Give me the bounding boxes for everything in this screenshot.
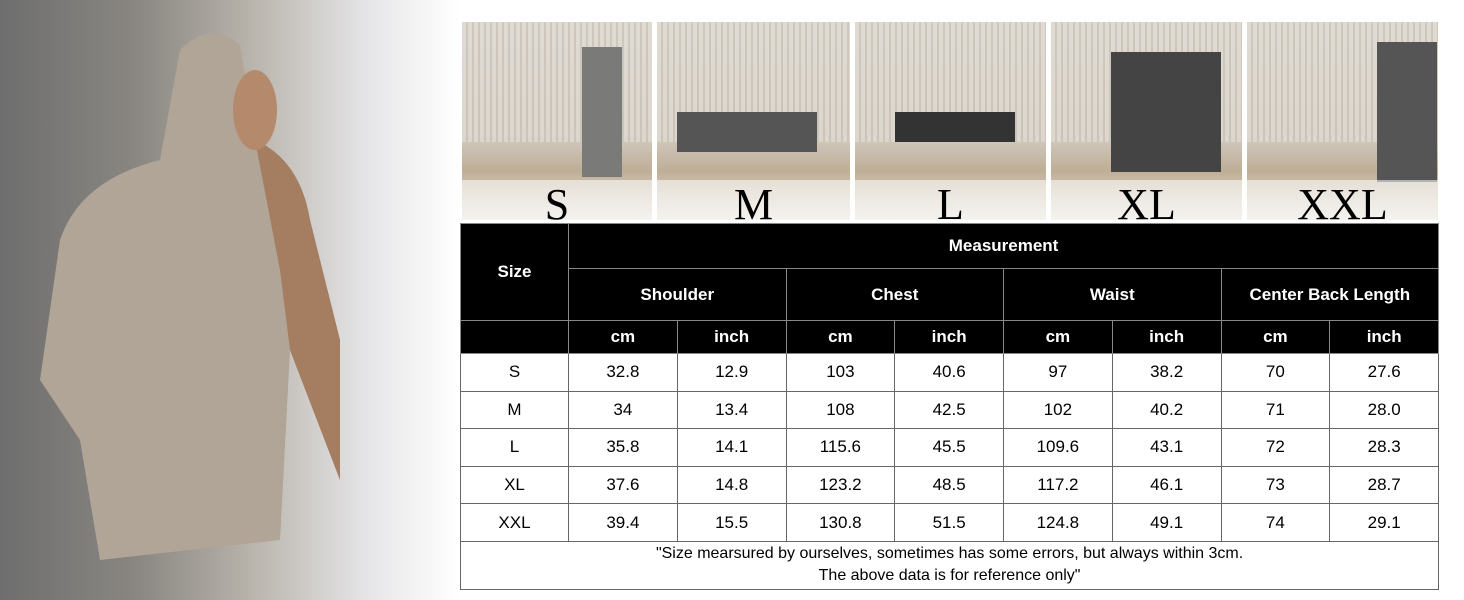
note-line-1: "Size mearsured by ourselves, sometimes … bbox=[655, 545, 1244, 563]
value-cell: 15.5 bbox=[676, 503, 787, 542]
value-cell: 103 bbox=[785, 353, 896, 392]
value-cell: 71 bbox=[1220, 390, 1331, 430]
value-cell: 27.6 bbox=[1329, 353, 1440, 392]
value-cell: 28.7 bbox=[1329, 465, 1440, 505]
measurement-note: "Size mearsured by ourselves, sometimes … bbox=[459, 540, 1440, 590]
size-cell: S bbox=[460, 353, 569, 392]
value-cell: 39.4 bbox=[568, 503, 678, 542]
unit-inch: inch bbox=[676, 320, 787, 354]
unit-inch: inch bbox=[894, 320, 1004, 354]
size-label-l: L bbox=[855, 180, 1046, 220]
center-back-length-header: Center Back Length bbox=[1220, 268, 1440, 321]
note-line-2: The above data is for reference only" bbox=[818, 567, 1081, 585]
value-cell: 123.2 bbox=[785, 465, 896, 505]
table-row: M 34 13.4 108 42.5 102 40.2 71 28.0 bbox=[460, 390, 1440, 430]
value-cell: 42.5 bbox=[894, 390, 1004, 430]
unit-inch: inch bbox=[1329, 320, 1440, 354]
value-cell: 46.1 bbox=[1111, 465, 1222, 505]
value-cell: 108 bbox=[785, 390, 896, 430]
shoulder-header: Shoulder bbox=[568, 268, 787, 321]
waist-header: Waist bbox=[1003, 268, 1222, 321]
value-cell: 45.5 bbox=[894, 428, 1004, 467]
gym-image-s: S bbox=[462, 22, 652, 220]
gym-image-xl: XL bbox=[1051, 22, 1242, 220]
size-cell: XXL bbox=[460, 503, 569, 542]
value-cell: 38.2 bbox=[1111, 353, 1222, 392]
value-cell: 35.8 bbox=[568, 428, 678, 467]
size-header: Size bbox=[460, 223, 569, 321]
value-cell: 28.0 bbox=[1329, 390, 1440, 430]
value-cell: 102 bbox=[1003, 390, 1113, 430]
size-label-xxl: XXL bbox=[1247, 180, 1438, 220]
units-row: cm inch cm inch cm inch cm inch bbox=[460, 320, 1440, 354]
gym-image-m: M bbox=[657, 22, 850, 220]
value-cell: 115.6 bbox=[785, 428, 896, 467]
model-hoodie-figure bbox=[40, 33, 340, 560]
size-label-s: S bbox=[462, 180, 652, 220]
value-cell: 49.1 bbox=[1111, 503, 1222, 542]
value-cell: 14.1 bbox=[676, 428, 787, 467]
table-row: XXL 39.4 15.5 130.8 51.5 124.8 49.1 74 29.1 bbox=[460, 503, 1440, 542]
value-cell: 72 bbox=[1220, 428, 1331, 467]
unit-cm: cm bbox=[568, 320, 678, 354]
size-chart-table: Size Measurement Shoulder Chest Waist Ce… bbox=[459, 223, 1440, 590]
size-cell: M bbox=[460, 390, 569, 430]
value-cell: 130.8 bbox=[785, 503, 896, 542]
value-cell: 117.2 bbox=[1003, 465, 1113, 505]
value-cell: 73 bbox=[1220, 465, 1331, 505]
unit-cm: cm bbox=[1220, 320, 1331, 354]
gym-image-l: L bbox=[855, 22, 1046, 220]
value-cell: 28.3 bbox=[1329, 428, 1440, 467]
value-cell: 51.5 bbox=[894, 503, 1004, 542]
unit-cm: cm bbox=[785, 320, 896, 354]
size-label-m: M bbox=[657, 180, 850, 220]
value-cell: 74 bbox=[1220, 503, 1331, 542]
value-cell: 32.8 bbox=[568, 353, 678, 392]
value-cell: 70 bbox=[1220, 353, 1331, 392]
value-cell: 37.6 bbox=[568, 465, 678, 505]
value-cell: 40.6 bbox=[894, 353, 1004, 392]
value-cell: 109.6 bbox=[1003, 428, 1113, 467]
table-row: S 32.8 12.9 103 40.6 97 38.2 70 27.6 bbox=[460, 353, 1440, 392]
size-cell: XL bbox=[460, 465, 569, 505]
value-cell: 34 bbox=[568, 390, 678, 430]
size-label-xl: XL bbox=[1051, 180, 1242, 220]
unit-cm: cm bbox=[1003, 320, 1113, 354]
value-cell: 40.2 bbox=[1111, 390, 1222, 430]
value-cell: 97 bbox=[1003, 353, 1113, 392]
table-row: XL 37.6 14.8 123.2 48.5 117.2 46.1 73 28.7 bbox=[460, 465, 1440, 505]
unit-inch: inch bbox=[1111, 320, 1222, 354]
gym-image-xxl: XXL bbox=[1247, 22, 1438, 220]
value-cell: 48.5 bbox=[894, 465, 1004, 505]
model-photo bbox=[0, 0, 460, 600]
value-cell: 124.8 bbox=[1003, 503, 1113, 542]
measurement-header: Measurement bbox=[567, 223, 1440, 269]
value-cell: 43.1 bbox=[1111, 428, 1222, 467]
table-row: L 35.8 14.1 115.6 45.5 109.6 43.1 72 28.3 bbox=[460, 428, 1440, 467]
chest-header: Chest bbox=[785, 268, 1004, 321]
value-cell: 13.4 bbox=[676, 390, 787, 430]
size-cell: L bbox=[460, 428, 569, 467]
value-cell: 14.8 bbox=[676, 465, 787, 505]
value-cell: 12.9 bbox=[676, 353, 787, 392]
value-cell: 29.1 bbox=[1329, 503, 1440, 542]
